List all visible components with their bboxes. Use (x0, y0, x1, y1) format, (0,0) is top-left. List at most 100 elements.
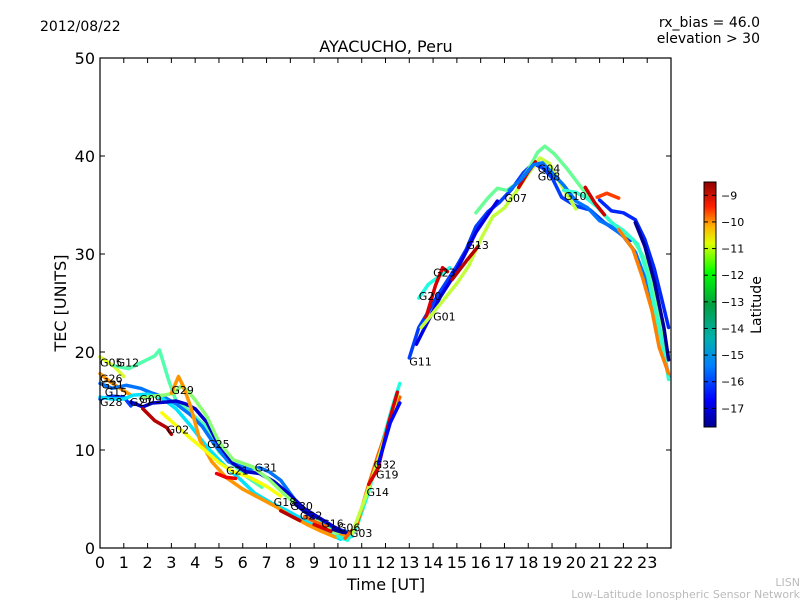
satellite-label: G31 (101, 378, 124, 391)
chart-title: AYACUCHO, Peru (319, 37, 452, 56)
colorbar-tick-label: −15 (721, 349, 744, 362)
colorbar-tick-label: −9 (721, 189, 737, 202)
satellite-label: G13 (466, 239, 489, 252)
colorbar-tick-label: −10 (721, 216, 744, 229)
y-tick-label: 50 (75, 49, 95, 68)
satellite-label: G03 (350, 527, 373, 540)
series-g10 (562, 188, 671, 382)
satellite-label: G32 (374, 459, 397, 472)
x-tick-label: 23 (637, 553, 657, 572)
satellite-label: G28 (100, 396, 123, 409)
x-tick-label: 18 (518, 553, 538, 572)
satellite-label: G14 (366, 486, 389, 499)
x-tick-label: 13 (399, 553, 419, 572)
satellite-label: G01 (433, 311, 456, 324)
satellite-label: G08 (538, 171, 561, 184)
series-g07 (474, 144, 671, 358)
x-tick-label: 3 (166, 553, 176, 572)
series-g10e (633, 220, 671, 362)
y-tick-label: 0 (85, 539, 95, 558)
satellite-label: G30 (290, 500, 313, 513)
satellite-label: G20 (419, 290, 442, 303)
colorbar-tick-label: −13 (721, 296, 744, 309)
y-tick-label: 30 (75, 245, 95, 264)
colorbar-ticks: −9 −10 −11 −12 −13 −14 −15 −16 −17 (704, 189, 744, 415)
x-tick-label: 20 (566, 553, 586, 572)
y-axis: 0 10 20 30 40 50 (75, 49, 671, 558)
y-tick-label: 40 (75, 147, 95, 166)
x-tick-label: 10 (328, 553, 348, 572)
credit-acronym: LISN (775, 576, 800, 589)
series-g16 (312, 522, 333, 534)
colorbar-tick-label: −16 (721, 376, 744, 389)
x-tick-label: 15 (447, 553, 467, 572)
x-tick-label: 17 (494, 553, 514, 572)
series-g10c (595, 191, 621, 200)
x-tick-label: 21 (589, 553, 609, 572)
satellite-label: G27 (130, 396, 153, 409)
y-tick-label: 20 (75, 343, 95, 362)
x-axis: 0 1 2 3 4 5 6 7 8 9 10 11 12 13 14 15 16 17 18 19 20 21 22 23 (95, 58, 657, 572)
series-g18 (279, 509, 302, 523)
satellite-label: G23 (433, 267, 456, 280)
satellite-label: G10 (564, 190, 587, 203)
x-tick-label: 9 (309, 553, 319, 572)
x-tick-label: 12 (375, 553, 395, 572)
satellite-label: G11 (409, 356, 432, 369)
satellite-label: G26 (100, 372, 123, 385)
x-tick-label: 6 (238, 553, 248, 572)
satellite-label: G25 (207, 438, 230, 451)
credit-name: Low-Latitude Ionospheric Sensor Network (571, 588, 800, 600)
satellite-label: G31 (255, 462, 278, 475)
satellite-label: G07 (504, 192, 527, 205)
y-axis-label: TEC [UNITS] (51, 255, 70, 353)
satellite-label: G04 (538, 163, 561, 176)
satellite-label: G02 (167, 423, 190, 436)
satellite-label: G29 (171, 384, 194, 397)
x-tick-label: 16 (470, 553, 490, 572)
satellite-label: G21 (226, 465, 249, 478)
x-tick-label: 19 (542, 553, 562, 572)
series-g26 (98, 371, 133, 397)
x-tick-label: 22 (613, 553, 633, 572)
series-g10b (583, 185, 607, 217)
colorbar (703, 181, 717, 428)
satellite-label: G16 (321, 517, 344, 530)
x-axis-label: Time [UT] (346, 575, 425, 594)
series-g29 (169, 374, 352, 539)
x-tick-label: 4 (190, 553, 200, 572)
colorbar-tick-label: −12 (721, 269, 744, 282)
colorbar-tick-label: −14 (721, 322, 744, 335)
date-label: 2012/08/22 (40, 19, 121, 35)
satellite-label: G12 (117, 357, 140, 370)
colorbar-tick-label: −11 (721, 243, 744, 256)
satellite-label: G06 (338, 521, 361, 534)
x-tick-label: 14 (423, 553, 443, 572)
series-g10d (597, 198, 671, 330)
series-g02 (141, 407, 174, 437)
series-g10f (616, 227, 671, 376)
x-tick-label: 2 (142, 553, 152, 572)
series-g22 (302, 514, 328, 529)
x-tick-label: 5 (214, 553, 224, 572)
series-g21 (214, 471, 238, 481)
colorbar-tick-label: −17 (721, 402, 744, 415)
series-g25 (160, 411, 283, 498)
satellite-label: G15 (105, 386, 128, 399)
series-g30 (293, 502, 316, 520)
satellite-label: G18 (274, 496, 297, 509)
series-g11 (376, 401, 402, 466)
y-tick-label: 10 (75, 441, 95, 460)
x-tick-label: 8 (285, 553, 295, 572)
x-tick-label: 1 (119, 553, 129, 572)
elevation-annotation: elevation > 30 (657, 31, 760, 47)
x-tick-label: 0 (95, 553, 105, 572)
series-g23 (424, 265, 450, 320)
colorbar-label: Latitude (749, 276, 765, 334)
x-tick-label: 7 (261, 553, 271, 572)
rx-bias-annotation: rx_bias = 46.0 (659, 15, 760, 31)
series-g13 (450, 244, 481, 282)
x-tick-label: 11 (352, 553, 372, 572)
